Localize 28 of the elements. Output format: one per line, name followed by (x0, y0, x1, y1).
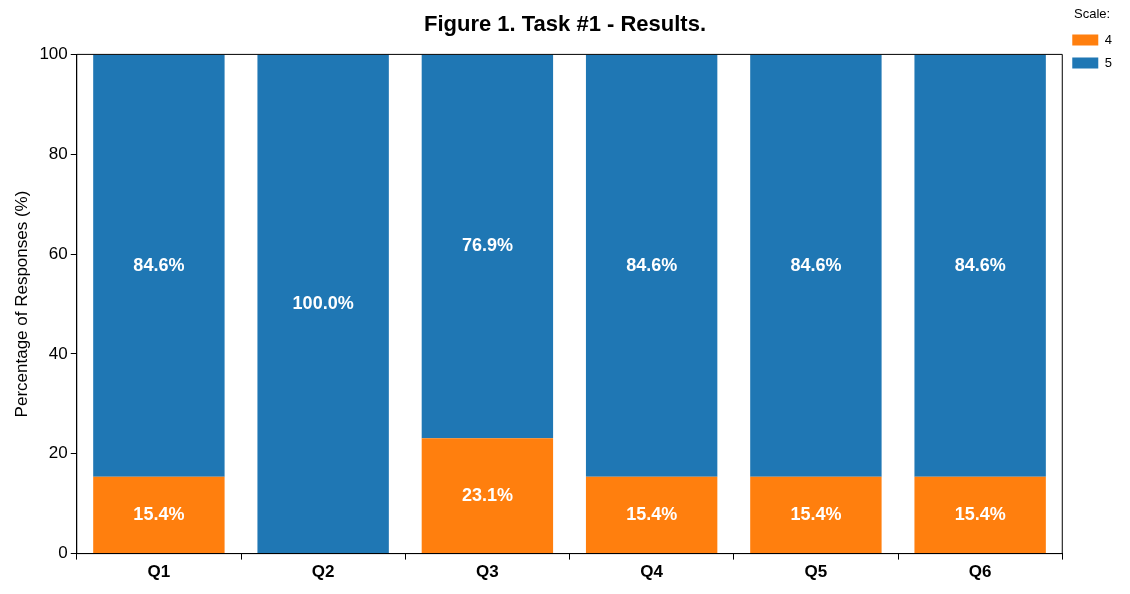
x-tick-label: Q2 (311, 562, 335, 582)
legend-title: Scale: (1074, 6, 1111, 22)
y-tick-label: 0 (58, 543, 68, 563)
y-tick-label: 20 (48, 443, 68, 463)
x-tick-label: Q4 (640, 562, 664, 582)
legend-label: 5 (1104, 54, 1112, 70)
x-tick-label: Q1 (147, 562, 171, 582)
x-tick-label: Q6 (968, 562, 992, 582)
data-label: 84.6% (790, 254, 842, 275)
y-tick-label: 80 (48, 143, 68, 163)
data-label: 84.6% (954, 254, 1006, 275)
data-label: 84.6% (626, 254, 678, 275)
chart-title: Figure 1. Task #1 - Results. (423, 11, 707, 37)
x-tick-label: Q5 (804, 562, 828, 582)
data-label: 15.4% (790, 503, 842, 524)
y-tick-label: 60 (48, 243, 68, 263)
data-label: 84.6% (133, 254, 185, 275)
data-label: 100.0% (292, 292, 354, 313)
y-axis-title: Percentage of Responses (%) (11, 190, 31, 418)
data-label: 23.1% (461, 484, 513, 505)
data-label: 76.9% (461, 235, 513, 256)
data-label: 15.4% (954, 503, 1006, 524)
data-label: 15.4% (133, 503, 185, 524)
legend-label: 4 (1104, 31, 1112, 47)
data-label: 15.4% (626, 503, 678, 524)
y-tick-label: 100 (39, 44, 68, 64)
y-tick-label: 40 (48, 343, 68, 363)
x-tick-label: Q3 (476, 562, 499, 582)
